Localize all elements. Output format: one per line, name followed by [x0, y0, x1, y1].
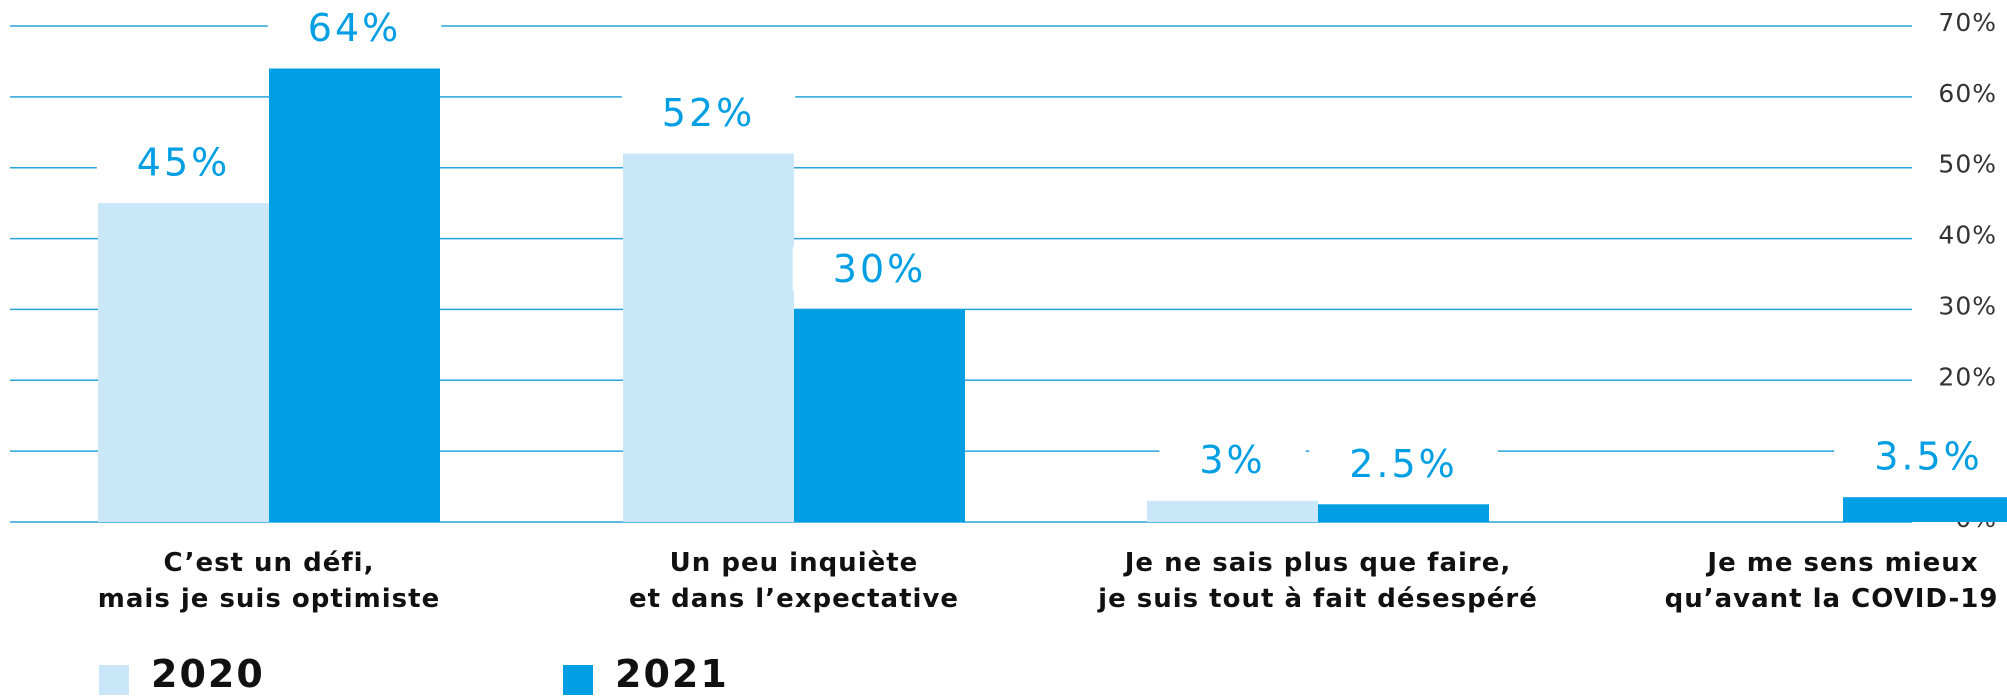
x-tick-label: C’est un défi, mais je suis optimiste: [97, 548, 441, 614]
value-label: 64%: [308, 6, 401, 50]
y-tick-label: 20%: [1938, 362, 1997, 391]
label-background: [1159, 438, 1306, 483]
bar: [1147, 500, 1318, 522]
value-label: 52%: [662, 91, 755, 135]
value-label: 30%: [833, 247, 926, 291]
x-tick-label: Un peu inquiète et dans l’expectative: [628, 548, 960, 614]
value-label: 45%: [137, 141, 230, 185]
bar: [1843, 497, 2007, 522]
label-background: [267, 6, 442, 51]
legend-swatch: [563, 665, 593, 695]
label-background: [1309, 441, 1498, 486]
value-label: 3.5%: [1874, 435, 1983, 479]
bar: [269, 68, 440, 522]
value-label: 3%: [1199, 438, 1265, 482]
legend-label: 2021: [615, 652, 729, 696]
legend-label: 2020: [151, 652, 265, 696]
y-tick-label: 50%: [1938, 150, 1997, 179]
bar: [794, 309, 965, 522]
y-tick-label: 40%: [1938, 221, 1997, 250]
x-tick-label: Je me sens mieux qu’avant la COVID-19 !: [1664, 548, 1999, 614]
y-tick-label: 30%: [1938, 291, 1997, 320]
bar: [623, 153, 794, 523]
x-tick-label: Je ne sais plus que faire, je suis tout …: [1098, 548, 1538, 614]
value-label: 2.5%: [1349, 442, 1458, 486]
label-background: [792, 246, 967, 291]
y-tick-label: 60%: [1938, 79, 1997, 108]
bar: [1318, 504, 1489, 522]
bar: [98, 203, 269, 522]
label-background: [1834, 434, 2007, 479]
legend-swatch: [99, 665, 129, 695]
label-background: [96, 140, 271, 185]
label-background: [621, 91, 796, 136]
y-tick-label: 70%: [1938, 8, 1997, 37]
